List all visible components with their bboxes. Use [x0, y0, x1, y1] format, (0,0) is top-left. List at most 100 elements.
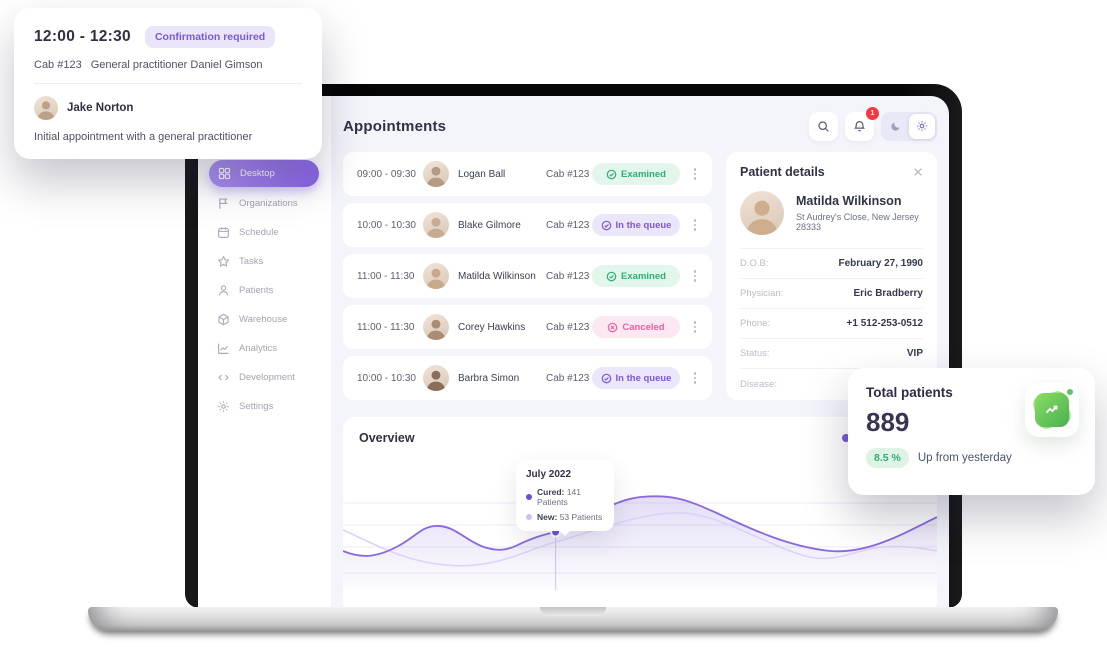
sidebar-item-label: Tasks	[239, 256, 264, 267]
laptop-base	[88, 607, 1058, 631]
row-menu-button[interactable]	[686, 321, 704, 333]
notifications-button[interactable]: 1	[845, 106, 879, 141]
patient-field: D.O.B: February 27, 1990	[740, 249, 923, 279]
calendar-icon	[218, 227, 229, 238]
sidebar-item-organizations[interactable]: Organizations	[198, 189, 331, 218]
patient-name: Corey Hawkins	[458, 321, 526, 333]
delta-caption: Up from yesterday	[917, 452, 1012, 464]
tooltip-new-row: New: 53 Patients	[526, 512, 604, 522]
row-menu-button[interactable]	[686, 270, 704, 282]
star-icon	[217, 255, 230, 267]
status-badge: In the queue	[592, 367, 680, 389]
status-dot	[1067, 389, 1073, 395]
gear-icon	[218, 401, 229, 412]
tooltip-month: July 2022	[526, 469, 572, 480]
notification-badge: 1	[866, 106, 879, 120]
box-icon	[218, 313, 229, 326]
sidebar-item-patients[interactable]: Patients	[198, 276, 331, 305]
avatar	[423, 161, 449, 187]
appointment-row[interactable]: 09:00 - 09:30 Logan Ball Cab #123 Examin…	[343, 152, 712, 196]
row-menu-button[interactable]	[686, 219, 704, 231]
avatar	[423, 314, 449, 340]
appointment-time: 10:00 - 10:30	[357, 219, 416, 231]
sidebar-item-label: Analytics	[239, 343, 278, 354]
sun-icon	[917, 121, 927, 131]
trend-icon-tile	[1025, 383, 1079, 437]
close-button[interactable]	[913, 167, 923, 177]
patient-name: Matilda Wilkinson	[796, 194, 902, 208]
sidebar-item-label: Development	[239, 372, 295, 383]
sidebar-item-label: Organizations	[239, 198, 298, 209]
status-badge: Examined	[592, 265, 680, 287]
total-patients-value: 889	[866, 407, 910, 437]
flag-icon	[219, 198, 228, 209]
legend-dot	[841, 434, 850, 442]
appointment-row[interactable]: 10:00 - 10:30 Barbra Simon Cab #123 In t…	[343, 356, 712, 400]
line-chart	[343, 485, 937, 590]
check-circle-icon	[606, 271, 617, 281]
avatar	[423, 365, 449, 391]
chart-icon	[218, 343, 229, 354]
total-patients-card: Total patients 889 8.5 % Up from yesterd…	[848, 368, 1095, 495]
avatar	[423, 212, 449, 238]
header-actions: 1	[809, 106, 937, 141]
main-content: Appointments 1	[331, 96, 949, 608]
popup-person-name: Jake Norton	[67, 102, 134, 114]
sidebar-item-warehouse[interactable]: Warehouse	[198, 305, 331, 334]
status-badge: Examined	[592, 163, 680, 185]
patient-field: Physician: Eric Bradberry	[740, 279, 923, 309]
theme-dark-option[interactable]	[883, 114, 909, 139]
sidebar-item-label: Settings	[239, 401, 274, 412]
theme-light-option[interactable]	[909, 113, 935, 139]
patient-field: Phone: +1 512-253-0512	[740, 309, 923, 339]
appointment-row[interactable]: 11:00 - 11:30 Corey Hawkins Cab #123 Can…	[343, 305, 712, 349]
sidebar-item-tasks[interactable]: Tasks	[198, 247, 331, 276]
search-icon	[818, 120, 829, 132]
tooltip-cured-row: Cured: 141 Patients	[526, 487, 604, 507]
patient-details-panel: Patient details Matilda Wilkinson St Aud…	[726, 152, 937, 400]
new-dot	[526, 514, 532, 520]
trend-up-icon	[1035, 393, 1069, 427]
popup-cab: Cab #123	[34, 59, 82, 71]
patient-name: Blake Gilmore	[458, 219, 521, 231]
cab-number: Cab #123	[546, 168, 590, 180]
search-button[interactable]	[809, 111, 838, 141]
code-icon	[218, 374, 229, 381]
popup-description: General practitioner Daniel Gimson	[90, 59, 263, 71]
sidebar-item-desktop[interactable]: Desktop	[209, 160, 319, 187]
patient-avatar	[740, 191, 784, 235]
main-header: Appointments 1	[343, 106, 937, 142]
sidebar-item-settings[interactable]: Settings	[198, 392, 331, 421]
sidebar-item-development[interactable]: Development	[198, 363, 331, 392]
appointment-time: 11:00 - 11:30	[357, 270, 415, 282]
page-title: Appointments	[343, 117, 447, 135]
x-circle-icon	[608, 322, 618, 332]
dashboard-screen: Desktop Organizations Schedule Tasks Pat…	[198, 96, 949, 608]
avatar	[423, 263, 449, 289]
appointment-row[interactable]: 10:00 - 10:30 Blake Gilmore Cab #123 In …	[343, 203, 712, 247]
patient-field: Disease:	[740, 378, 777, 390]
popup-note: Initial appointment with a general pract…	[34, 131, 253, 143]
sidebar-item-label: Patients	[239, 285, 274, 296]
close-icon	[914, 168, 922, 176]
sidebar-item-label: Warehouse	[239, 314, 288, 325]
delta-badge: 8.5 %	[866, 448, 909, 468]
panel-title: Patient details	[740, 165, 825, 179]
check-circle-icon	[601, 220, 611, 230]
avatar	[34, 96, 58, 120]
appointment-row[interactable]: 11:00 - 11:30 Matilda Wilkinson Cab #123…	[343, 254, 712, 298]
sidebar: Desktop Organizations Schedule Tasks Pat…	[198, 96, 331, 608]
row-menu-button[interactable]	[686, 372, 704, 384]
sidebar-item-schedule[interactable]: Schedule	[198, 218, 331, 247]
row-menu-button[interactable]	[686, 168, 704, 180]
user-icon	[218, 285, 229, 296]
cab-number: Cab #123	[546, 219, 590, 231]
theme-toggle	[881, 111, 937, 141]
check-circle-icon	[601, 373, 611, 383]
check-circle-icon	[606, 169, 617, 179]
cab-number: Cab #123	[546, 372, 590, 384]
popup-time: 12:00 - 12:30	[34, 28, 131, 45]
cab-number: Cab #123	[546, 321, 590, 333]
sidebar-item-analytics[interactable]: Analytics	[198, 334, 331, 363]
